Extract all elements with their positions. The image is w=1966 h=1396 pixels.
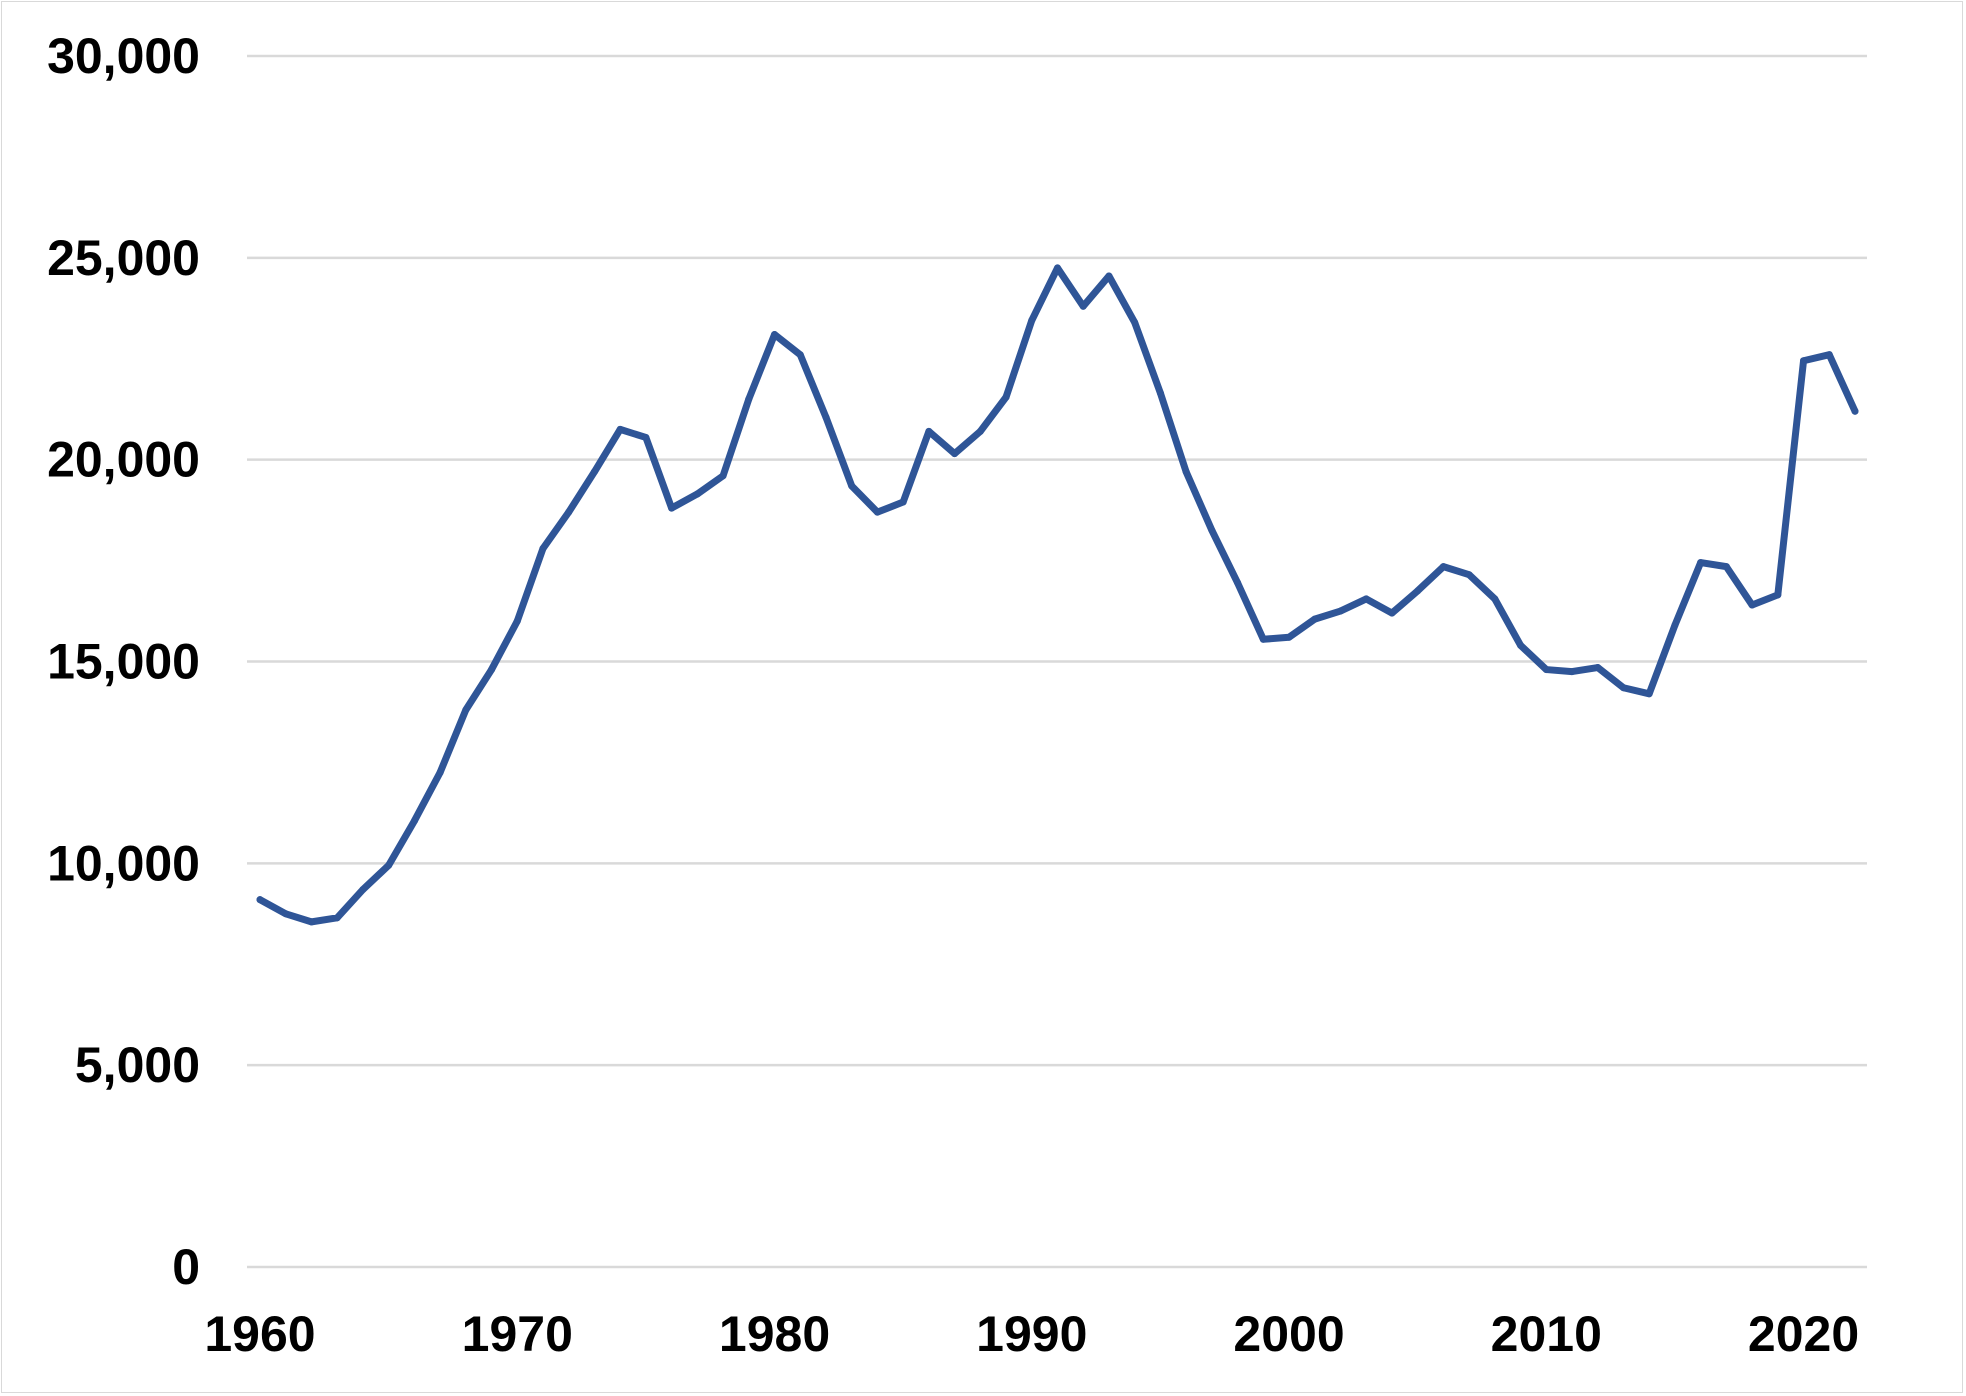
data-point bbox=[359, 886, 367, 894]
data-point bbox=[1697, 559, 1705, 567]
x-tick-label: 1980 bbox=[719, 1306, 830, 1362]
data-point bbox=[385, 861, 393, 869]
data-point bbox=[1671, 621, 1679, 629]
gridlines bbox=[247, 54, 1867, 1269]
data-point bbox=[822, 413, 830, 421]
x-tick-label: 1970 bbox=[462, 1306, 573, 1362]
data-point bbox=[1054, 264, 1061, 272]
data-point bbox=[976, 427, 984, 435]
data-point bbox=[1311, 615, 1319, 623]
x-axis-tick-labels: 1960 1970 1980 1990 2000 2010 2020 bbox=[204, 1306, 1859, 1362]
data-point bbox=[1182, 468, 1190, 476]
data-point bbox=[1594, 664, 1602, 672]
data-point bbox=[1105, 272, 1113, 280]
data-point bbox=[1439, 563, 1447, 571]
data-point bbox=[1619, 684, 1627, 692]
data-point bbox=[307, 918, 315, 926]
data-point bbox=[1800, 357, 1808, 365]
y-tick-label: 0 bbox=[172, 1239, 200, 1295]
data-point bbox=[1748, 601, 1756, 609]
x-tick-label: 1990 bbox=[976, 1306, 1087, 1362]
series-0 bbox=[256, 264, 1859, 926]
data-point bbox=[410, 817, 418, 825]
x-tick-label: 2020 bbox=[1748, 1306, 1859, 1362]
data-point bbox=[1851, 407, 1859, 415]
data-point bbox=[642, 433, 650, 441]
data-point bbox=[1465, 571, 1473, 579]
data-point bbox=[333, 914, 341, 922]
y-tick-label: 20,000 bbox=[47, 432, 200, 488]
data-point bbox=[1131, 318, 1139, 326]
data-point bbox=[1774, 591, 1782, 599]
data-point bbox=[590, 468, 598, 476]
data-point bbox=[745, 395, 753, 403]
data-point bbox=[925, 427, 933, 435]
data-point bbox=[771, 331, 779, 339]
data-point bbox=[565, 508, 573, 516]
x-tick-label: 2000 bbox=[1233, 1306, 1344, 1362]
x-tick-label: 2010 bbox=[1491, 1306, 1602, 1362]
data-point bbox=[1414, 587, 1422, 595]
y-tick-label: 30,000 bbox=[47, 28, 200, 84]
data-point bbox=[1259, 635, 1267, 643]
data-point bbox=[436, 769, 444, 777]
data-point bbox=[1285, 633, 1293, 641]
data-point bbox=[668, 504, 676, 512]
x-tick-label: 1960 bbox=[204, 1306, 315, 1362]
data-point bbox=[1362, 595, 1370, 603]
data-point bbox=[719, 472, 727, 480]
series-line bbox=[256, 264, 1859, 926]
data-point bbox=[1722, 563, 1730, 571]
data-point bbox=[1208, 526, 1216, 534]
series-layer bbox=[256, 264, 1859, 926]
data-point bbox=[1156, 389, 1164, 397]
data-point bbox=[462, 706, 470, 714]
data-point bbox=[513, 617, 521, 625]
y-tick-label: 5,000 bbox=[75, 1037, 200, 1093]
data-point bbox=[256, 896, 264, 904]
y-axis-tick-labels: 0 5,000 10,000 15,000 20,000 25,000 30,000 bbox=[47, 28, 200, 1295]
data-point bbox=[1079, 302, 1087, 310]
data-point bbox=[1645, 690, 1653, 698]
data-point bbox=[1234, 579, 1242, 587]
data-point bbox=[796, 351, 804, 359]
data-point bbox=[899, 498, 907, 506]
data-point bbox=[282, 910, 290, 918]
data-point bbox=[848, 482, 856, 490]
data-point bbox=[693, 490, 701, 498]
data-point bbox=[1825, 351, 1833, 359]
y-tick-label: 15,000 bbox=[47, 634, 200, 690]
data-point bbox=[539, 544, 547, 552]
y-tick-label: 25,000 bbox=[47, 230, 200, 286]
data-point bbox=[1002, 393, 1010, 401]
data-point bbox=[873, 508, 881, 516]
data-point bbox=[1568, 668, 1576, 676]
data-point bbox=[1517, 641, 1525, 649]
data-point bbox=[1388, 609, 1396, 617]
data-point bbox=[1542, 666, 1550, 674]
data-point bbox=[1028, 316, 1036, 324]
y-tick-label: 10,000 bbox=[47, 835, 200, 891]
data-point bbox=[1491, 595, 1499, 603]
data-point bbox=[1336, 607, 1344, 615]
data-point bbox=[488, 666, 496, 674]
data-point bbox=[951, 450, 959, 458]
data-point bbox=[616, 425, 624, 433]
